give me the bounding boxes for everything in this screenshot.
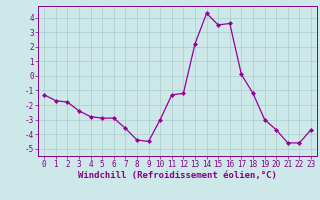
X-axis label: Windchill (Refroidissement éolien,°C): Windchill (Refroidissement éolien,°C) <box>78 171 277 180</box>
